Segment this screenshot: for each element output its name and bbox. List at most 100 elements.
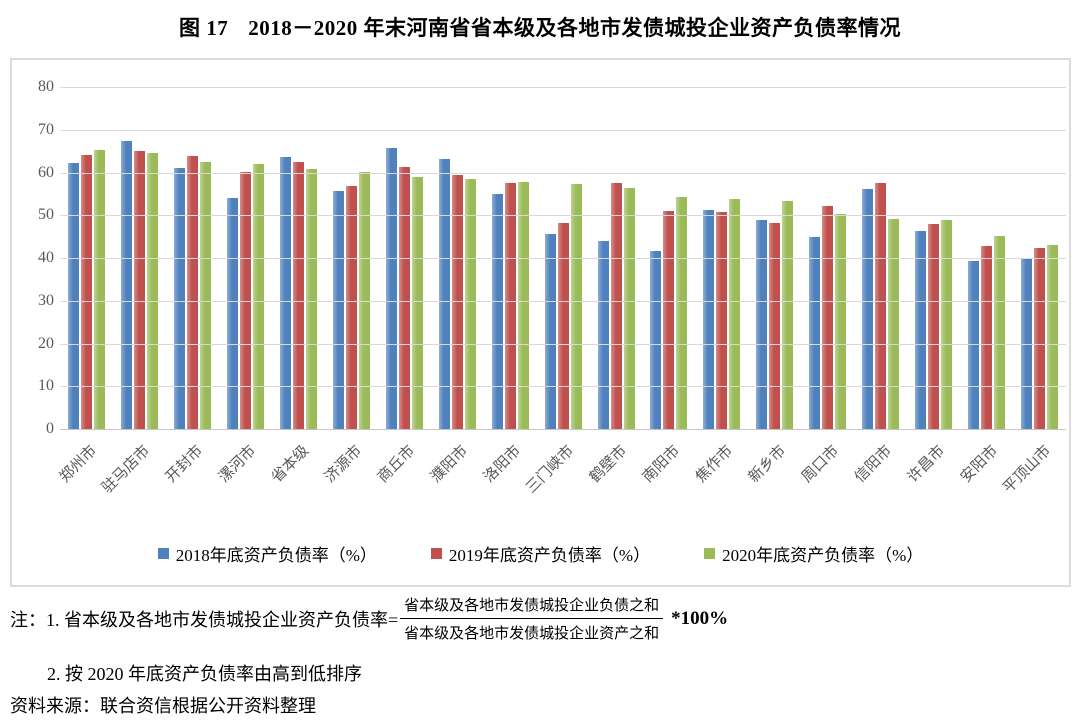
bar-group (113, 87, 166, 429)
legend-label: 2019年底资产负债率（%） (448, 546, 651, 565)
legend-swatch-icon (704, 548, 716, 559)
bar (809, 237, 821, 429)
legend-swatch-icon (157, 548, 169, 559)
bar (557, 222, 569, 429)
legend-label: 2020年底资产负债率（%） (722, 546, 924, 565)
bar (888, 218, 900, 429)
y-tick-label: 60 (38, 163, 54, 181)
bar-group (484, 87, 537, 429)
bar (915, 231, 927, 429)
bar (199, 161, 211, 429)
bar (464, 179, 476, 429)
bar (292, 162, 304, 429)
bar (981, 246, 993, 429)
bar (1034, 248, 1046, 429)
bar (332, 191, 344, 429)
y-tick-label: 80 (38, 78, 54, 95)
gridline (60, 386, 1066, 388)
bar (623, 187, 635, 429)
bar-group (695, 87, 748, 429)
bar (716, 212, 728, 429)
bar (756, 219, 768, 429)
gridline (60, 215, 1066, 217)
bar (650, 251, 662, 429)
y-tick-label: 20 (38, 334, 54, 352)
chart-frame: 郑州市 驻马店市 开封市 漯河市 省本级 济源市 商丘市 濮阳市 洛阳市 三门峡市 鹤壁市 南阳市 焦作… (10, 58, 1071, 587)
bar (968, 260, 980, 429)
bar (451, 175, 463, 429)
legend-swatch-icon (430, 548, 442, 559)
bar (676, 196, 688, 429)
bar-group (431, 87, 484, 429)
bar (835, 213, 847, 429)
bar-group (748, 87, 801, 429)
x-tick-label: 平顶山市 (999, 442, 1054, 497)
bar-group (60, 87, 113, 429)
bar-group (854, 87, 907, 429)
bar (875, 183, 887, 429)
bar (67, 163, 79, 429)
bar (1047, 244, 1059, 429)
y-tick-label: 40 (38, 249, 54, 266)
bar (358, 171, 370, 429)
y-tick-label: 0 (46, 420, 54, 437)
bar-group (272, 87, 325, 429)
y-tick-label: 30 (38, 291, 54, 309)
bar (279, 157, 291, 429)
bar (385, 147, 397, 429)
bar (729, 198, 741, 429)
bar-groups (60, 87, 1066, 429)
bar (186, 156, 198, 429)
y-tick-label: 70 (38, 120, 54, 138)
chart-title-text: 2018－2020 年末河南省省本级及各地市发债城投企业资产负债率情况 (248, 16, 901, 40)
data-source: 资料来源：联合资信根据公开资料整理 (10, 696, 316, 716)
bar-group (325, 87, 378, 429)
gridline (60, 172, 1066, 174)
gridline (60, 129, 1066, 131)
bar (517, 182, 529, 429)
gridline (60, 87, 1066, 88)
bar (570, 184, 582, 429)
legend-item: 2018年底资产负债率（%） (157, 541, 377, 566)
bar (146, 153, 158, 429)
bar (504, 182, 516, 429)
bar (120, 141, 132, 429)
bar-group (537, 87, 590, 429)
bar-group (960, 87, 1013, 429)
chart-title-number: 图 17 (179, 16, 229, 40)
bar (782, 200, 794, 429)
fraction-numerator: 省本级及各地市发债城投企业负债之和 (400, 593, 664, 619)
bar-group (642, 87, 695, 429)
note-1-text: 注：1. 省本级及各地市发债城投企业资产负债率= (10, 609, 399, 630)
bar (226, 198, 238, 429)
legend-label: 2018年底资产负债率（%） (175, 546, 377, 565)
y-tick-label: 10 (38, 377, 54, 395)
note-2: 2. 按 2020 年底资产负债率由高到低排序 (47, 664, 362, 684)
bar-group (378, 87, 431, 429)
chart-title: 图 17 2018－2020 年末河南省省本级及各地市发债城投企业资产负债率情况 (0, 12, 1080, 42)
bar (252, 163, 264, 429)
bar (769, 222, 781, 429)
bar (239, 171, 251, 429)
bar (398, 167, 410, 429)
bar (610, 183, 622, 429)
gridline (60, 300, 1066, 302)
gridline (60, 343, 1066, 345)
bar (703, 209, 715, 429)
bar (994, 236, 1006, 429)
gridline (60, 258, 1066, 259)
bar (928, 223, 940, 429)
formula-fraction: 省本级及各地市发债城投企业负债之和 省本级及各地市发债城投企业资产之和 (400, 593, 664, 644)
x-axis-labels: 郑州市 驻马店市 开封市 漯河市 省本级 济源市 商丘市 濮阳市 洛阳市 三门峡市 鹤壁市 南阳市 焦作… (57, 432, 1066, 540)
legend: 2018年底资产负债率（%） 2019年底资产负债率（%） 2020年底资产负债率（… (12, 541, 1069, 566)
bar (411, 176, 423, 429)
bar (133, 151, 145, 429)
legend-item: 2019年底资产负债率（%） (430, 541, 651, 566)
bar (597, 240, 609, 429)
x-axis-line (60, 429, 1066, 430)
bar (173, 168, 185, 429)
formula-multiplier: *100% (671, 607, 729, 629)
bar (862, 189, 874, 429)
bar (345, 185, 357, 429)
fraction-denominator: 省本级及各地市发债城投企业资产之和 (404, 626, 660, 642)
